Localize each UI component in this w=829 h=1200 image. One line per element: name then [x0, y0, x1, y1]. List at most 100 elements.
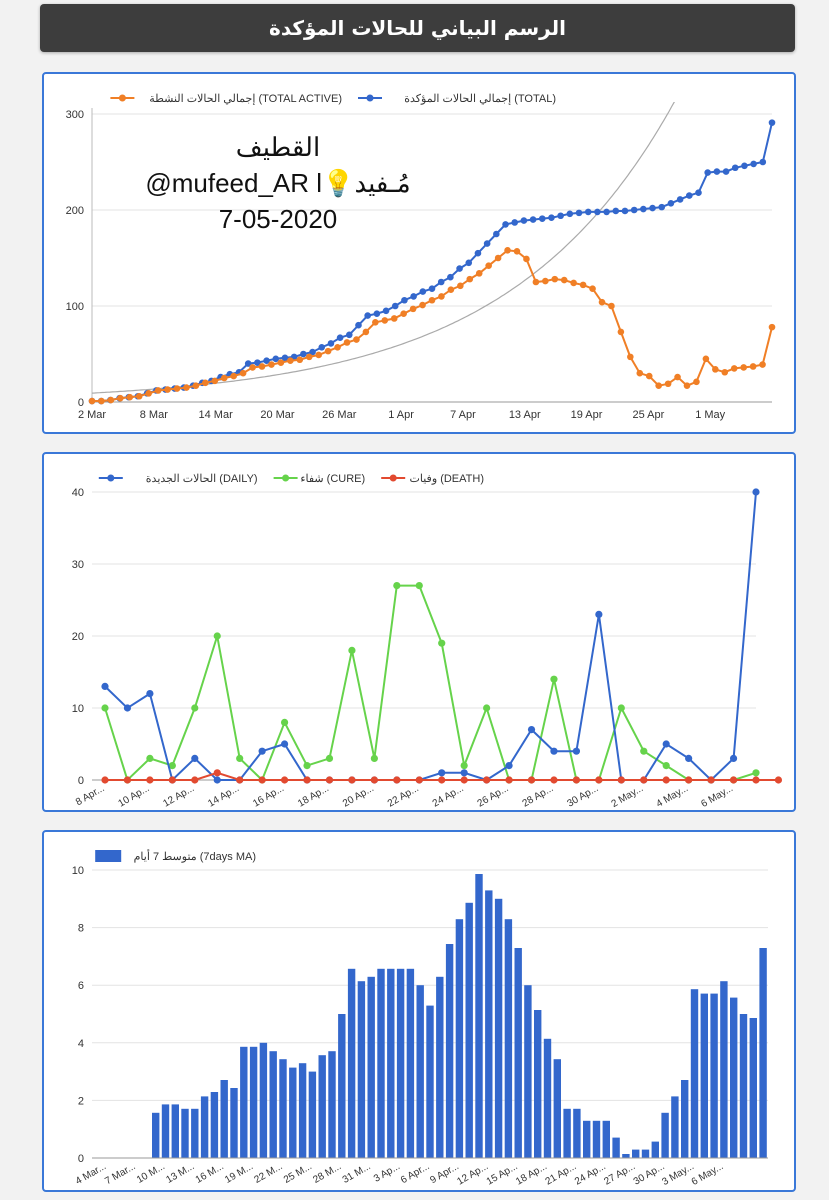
data-point-total-active — [135, 392, 143, 400]
data-point-total-active — [353, 336, 360, 343]
cumulative-chart-panel: 0 100 200 300 2 Mar 8 Mar 14 Mar 20 Mar 26 Mar 1 … — [42, 72, 796, 434]
bar — [641, 1149, 650, 1158]
x-tick-label: 7 Apr — [450, 409, 476, 421]
data-point-cure — [168, 762, 176, 770]
data-point-daily — [527, 726, 536, 734]
data-point-total-active — [636, 369, 644, 377]
y-tick-label: 30 — [72, 559, 84, 571]
bar — [739, 1014, 748, 1158]
data-point-cure — [191, 704, 199, 712]
data-point-total-active — [513, 247, 521, 255]
data-point-total — [695, 189, 702, 197]
data-point-total-active — [428, 296, 436, 304]
data-point-total-active — [579, 281, 587, 289]
data-point-death — [168, 776, 176, 784]
moving-average-chart: 0 2 4 6 8 10 4 Mar...7 Mar...10 M...13 M...16 … — [72, 849, 768, 1188]
data-point-death — [595, 776, 603, 784]
data-point-cure — [415, 582, 423, 590]
data-point-total-active — [438, 293, 445, 300]
data-point-cure — [101, 704, 109, 712]
data-point-total — [401, 296, 408, 304]
bar — [387, 968, 395, 1158]
bar — [612, 1137, 620, 1158]
data-point-death — [483, 776, 491, 784]
data-point-total-active — [164, 386, 171, 393]
data-point-total-active — [98, 397, 105, 405]
bar — [749, 1018, 757, 1158]
bar — [465, 902, 473, 1158]
data-point-total — [640, 205, 647, 213]
x-tick-label: 22 M... — [253, 1161, 285, 1186]
x-tick-label: 30 Ap... — [632, 1161, 667, 1187]
data-point-total — [355, 321, 362, 329]
page-title: الرسم البياني للحالات المؤكدة — [269, 16, 566, 40]
x-tick-label: 18 Ap... — [296, 783, 331, 809]
x-tick-label: 30 Ap... — [565, 783, 600, 809]
data-point-total-active — [551, 275, 559, 283]
bar — [494, 898, 503, 1158]
data-point-total — [713, 168, 721, 175]
x-tick-label: 6 May... — [699, 783, 735, 810]
x-tick-label: 1 Apr — [388, 409, 414, 421]
data-point-death — [123, 776, 132, 784]
data-point-total — [741, 162, 748, 170]
x-tick-label: 2 Mar — [78, 409, 106, 421]
bar — [269, 1051, 277, 1158]
y-tick-label: 200 — [66, 205, 84, 217]
x-tick-label: 28 Ap... — [521, 783, 556, 809]
bar — [249, 1046, 258, 1158]
x-tick-label: 26 Mar — [322, 409, 357, 421]
legend-marker — [389, 474, 397, 482]
x-tick-label: 2 May... — [610, 783, 646, 810]
data-point-death — [393, 776, 401, 784]
data-point-total-active — [249, 364, 256, 371]
data-point-total-active — [627, 353, 634, 361]
data-point-total — [419, 288, 427, 295]
y-tick-label: 10 — [72, 703, 84, 715]
data-point-total-active — [645, 372, 653, 380]
bar — [181, 1108, 189, 1158]
data-point-total-active — [570, 279, 577, 287]
data-point-death — [460, 776, 468, 784]
data-point-death — [752, 776, 760, 784]
data-point-total — [437, 278, 445, 286]
data-point-total-active — [589, 285, 596, 293]
moving-average-chart-panel: 0 2 4 6 8 10 4 Mar... 7 Mar... 10 M... 13 M... 16 … — [42, 830, 796, 1192]
data-point-total-active — [107, 396, 115, 404]
bar — [651, 1141, 659, 1158]
series-line-cure — [104, 584, 757, 782]
bar — [171, 1104, 179, 1158]
bar — [514, 948, 522, 1158]
data-point-total — [272, 355, 280, 363]
x-tick-label: 24 Ap... — [431, 783, 466, 809]
bar — [298, 1063, 307, 1158]
x-tick-label: 20 Ap... — [341, 783, 376, 809]
data-point-death — [213, 769, 221, 777]
data-point-cure — [213, 632, 221, 640]
data-point-total — [649, 204, 656, 212]
bar — [436, 976, 444, 1158]
data-point-total — [502, 221, 509, 228]
data-point-total-active — [608, 302, 615, 310]
data-point-total-active — [315, 351, 322, 359]
data-point-cure — [280, 718, 289, 726]
legend-label: الحالات الجديدة (DAILY) — [146, 473, 258, 485]
data-point-total — [557, 212, 564, 220]
data-point-total-active — [117, 394, 124, 402]
data-point-total-active — [560, 276, 568, 284]
legend-marker — [366, 94, 374, 102]
x-tick-label: 10 M... — [135, 1161, 167, 1186]
data-point-total-active — [277, 359, 285, 366]
data-point-death — [146, 776, 154, 784]
x-tick-label: 14 Mar — [199, 409, 234, 421]
data-point-total-active — [372, 319, 379, 326]
data-point-total — [373, 310, 381, 317]
data-point-total — [768, 119, 776, 126]
data-point-daily — [146, 690, 154, 698]
data-point-total-active — [693, 378, 700, 386]
bar — [152, 1112, 160, 1158]
data-point-death — [572, 776, 581, 784]
data-point-total — [254, 359, 261, 366]
bar — [210, 1092, 219, 1158]
